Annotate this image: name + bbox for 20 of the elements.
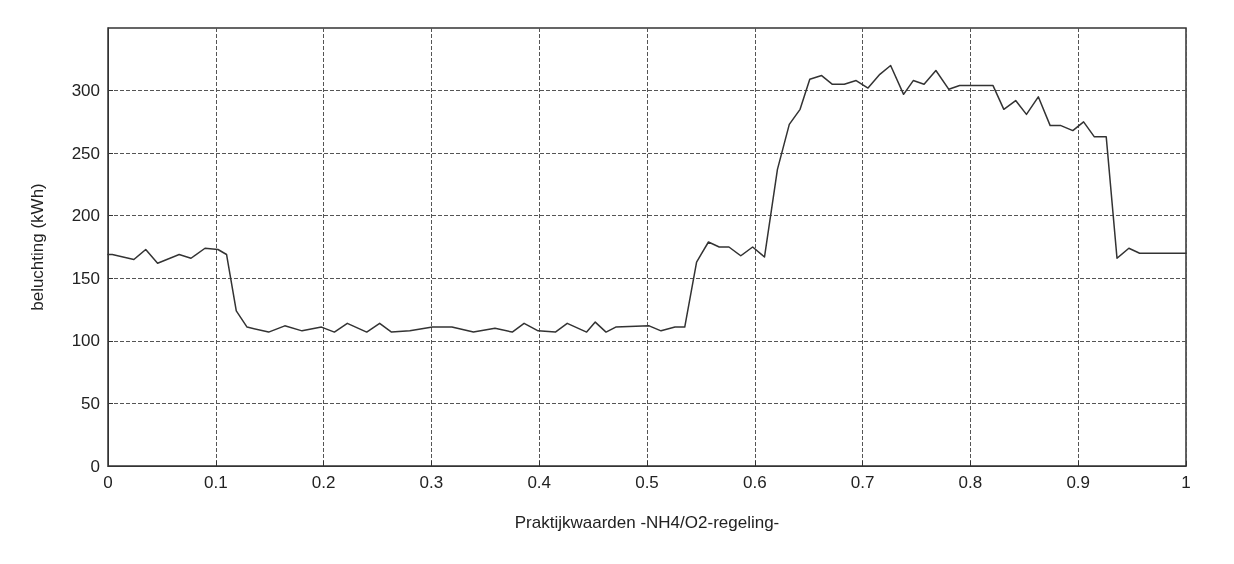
y-tick-label: 300 [71,81,100,101]
y-tick-label: 50 [81,393,100,413]
y-tick-label: 150 [71,268,100,288]
x-tick-label: 0.8 [958,473,983,492]
x-tick-label: 1 [1181,473,1191,492]
x-tick-label: 0.1 [203,473,228,492]
y-tick-label: 200 [71,206,100,226]
y-tick-label: 0 [90,456,100,476]
y-axis-title: beluchting (kWh) [28,183,47,311]
x-tick-label: 0 [103,473,113,492]
x-tick-label: 0.9 [1066,473,1091,492]
x-tick-label: 0.6 [742,473,767,492]
x-tick-label: 0.7 [850,473,875,492]
y-tick-label: 250 [71,143,100,163]
y-tick-label: 100 [71,331,100,351]
x-tick-label: 0.5 [635,473,659,492]
x-axis-title: Praktijkwaarden -NH4/O2-regeling- [514,513,780,532]
x-tick-label: 0.4 [527,473,552,492]
x-tick-label: 0.2 [311,473,336,492]
x-tick-label: 0.3 [419,473,444,492]
